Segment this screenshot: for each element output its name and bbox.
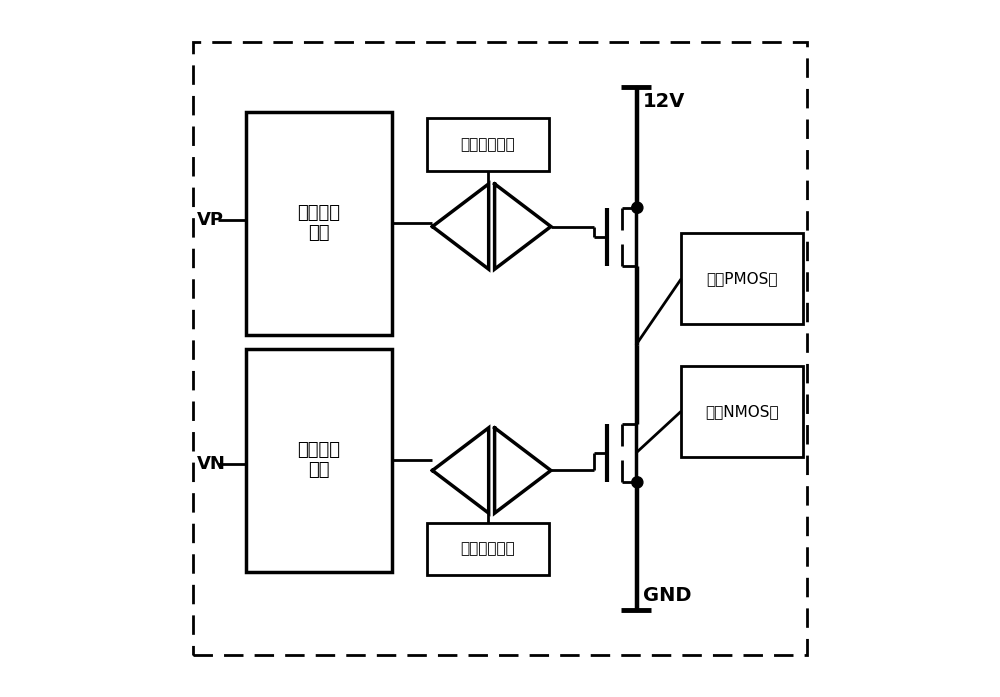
Text: 第二缓冲电路: 第二缓冲电路: [460, 542, 515, 556]
Bar: [246, 112, 392, 335]
Bar: [427, 523, 549, 575]
Bar: [681, 366, 803, 457]
Bar: [427, 118, 549, 171]
Text: 延时匹配
电路: 延时匹配 电路: [297, 441, 340, 480]
Text: 第一缓冲电路: 第一缓冲电路: [460, 137, 515, 152]
Text: 电平位移
电路: 电平位移 电路: [297, 204, 340, 243]
Bar: [246, 348, 392, 572]
Text: VP: VP: [197, 210, 224, 229]
Text: 驱动PMOS管: 驱动PMOS管: [706, 271, 778, 286]
Text: VN: VN: [197, 454, 226, 473]
Circle shape: [632, 202, 643, 213]
Text: 驱动NMOS管: 驱动NMOS管: [705, 404, 779, 419]
Text: 12V: 12V: [643, 91, 685, 111]
Text: GND: GND: [643, 586, 691, 606]
Circle shape: [632, 477, 643, 488]
Bar: [681, 233, 803, 324]
Bar: [193, 42, 807, 655]
